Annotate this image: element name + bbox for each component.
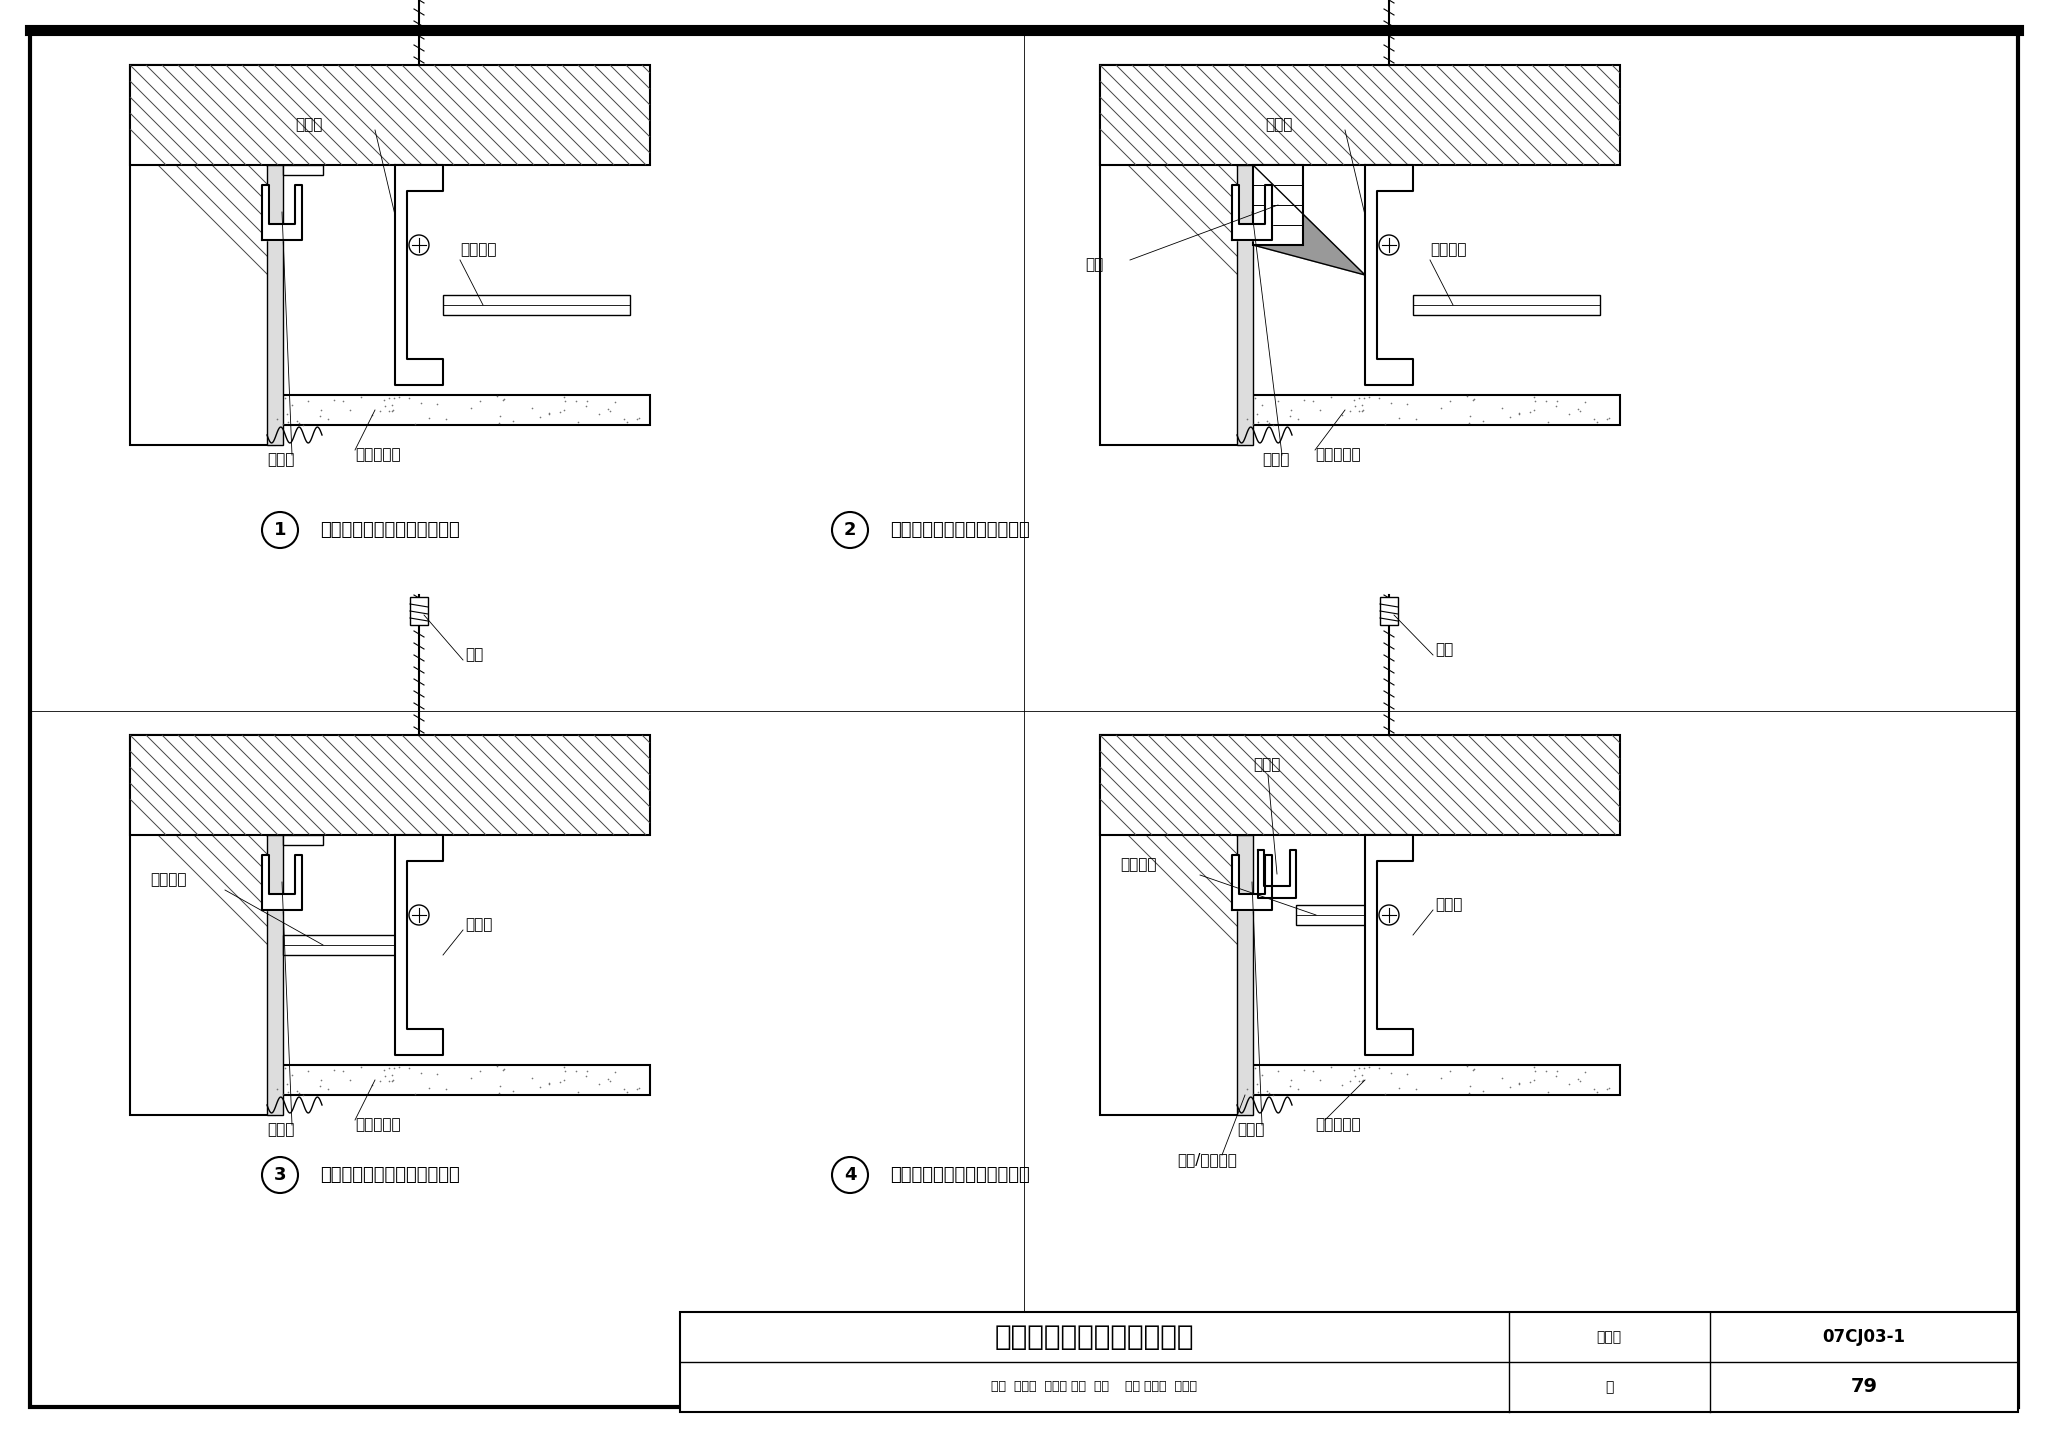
Bar	[1296, 906, 1366, 924]
Bar	[1100, 735, 1620, 835]
Text: 79: 79	[1851, 1377, 1878, 1396]
Polygon shape	[1233, 855, 1272, 910]
Text: 审核  赵庆辉  赵庆辉 校对  马征    设计 董占波  张比彼: 审核 赵庆辉 赵庆辉 校对 马征 设计 董占波 张比彼	[991, 1380, 1196, 1393]
Text: 纸面石膏板: 纸面石膏板	[1315, 447, 1360, 463]
Bar	[283, 835, 324, 845]
Circle shape	[262, 1156, 299, 1193]
Polygon shape	[262, 855, 301, 910]
Text: 次龙骨: 次龙骨	[1237, 1122, 1264, 1138]
Text: 吊件: 吊件	[465, 647, 483, 662]
Text: 纸面石膏板: 纸面石膏板	[354, 1118, 401, 1132]
Text: 次龙骨: 次龙骨	[266, 1122, 295, 1138]
Text: 吊件: 吊件	[1436, 643, 1454, 658]
Text: 射钉/膨胀螺栓: 射钉/膨胀螺栓	[1178, 1152, 1237, 1168]
Bar	[266, 835, 283, 1115]
Text: 吊顶石膏板靠墙缝构造做法: 吊顶石膏板靠墙缝构造做法	[993, 1322, 1194, 1351]
Polygon shape	[1366, 835, 1413, 1056]
Circle shape	[410, 906, 428, 924]
Bar	[129, 735, 649, 835]
Bar	[1245, 395, 1620, 425]
Circle shape	[831, 1156, 868, 1193]
Circle shape	[410, 235, 428, 255]
Bar	[266, 164, 283, 446]
Bar	[680, 1312, 2017, 1412]
Text: 次龙骨: 次龙骨	[1253, 757, 1280, 773]
Text: 横撑龙骨: 横撑龙骨	[150, 872, 186, 887]
Circle shape	[1378, 235, 1399, 255]
Polygon shape	[1253, 164, 1366, 275]
Text: 纸面石膏板: 纸面石膏板	[1315, 1118, 1360, 1132]
Polygon shape	[395, 835, 442, 1056]
Bar	[1237, 164, 1253, 446]
Text: 横撑龙骨: 横撑龙骨	[461, 242, 496, 258]
Bar	[410, 597, 428, 624]
Text: 3: 3	[274, 1167, 287, 1184]
Circle shape	[262, 512, 299, 548]
Text: 木枋: 木枋	[1085, 258, 1104, 273]
Text: 吊顶阴角处理（垂直主龙骨）: 吊顶阴角处理（垂直主龙骨）	[319, 521, 459, 539]
Text: 横撑龙骨: 横撑龙骨	[1120, 858, 1157, 872]
Bar	[1380, 597, 1399, 624]
Polygon shape	[1257, 849, 1296, 898]
Circle shape	[831, 512, 868, 548]
Bar	[274, 395, 649, 425]
Text: 2: 2	[844, 521, 856, 539]
Polygon shape	[395, 164, 442, 385]
Circle shape	[1378, 906, 1399, 924]
Text: 次龙骨: 次龙骨	[266, 453, 295, 467]
Bar	[1100, 735, 1245, 1115]
Bar	[283, 934, 395, 955]
Text: 页: 页	[1606, 1380, 1614, 1394]
Text: 07CJ03-1: 07CJ03-1	[1823, 1328, 1905, 1345]
Text: 主龙骨: 主龙骨	[1266, 117, 1292, 133]
Bar	[1413, 296, 1599, 314]
Text: 纸面石膏板: 纸面石膏板	[354, 447, 401, 463]
Bar	[1100, 65, 1620, 164]
Text: 横撑龙骨: 横撑龙骨	[1430, 242, 1466, 258]
Text: 吊顶阴角处理（垂直主龙骨）: 吊顶阴角处理（垂直主龙骨）	[891, 521, 1030, 539]
Polygon shape	[262, 185, 301, 239]
Bar	[129, 735, 274, 1115]
Text: 图集号: 图集号	[1597, 1330, 1622, 1344]
Text: 吊顶阴角处理（平行主龙骨）: 吊顶阴角处理（平行主龙骨）	[319, 1167, 459, 1184]
Bar	[1100, 65, 1245, 446]
Text: 主龙骨: 主龙骨	[295, 117, 322, 133]
Text: 吊顶阴角处理（平行主龙骨）: 吊顶阴角处理（平行主龙骨）	[891, 1167, 1030, 1184]
Bar	[274, 1066, 649, 1094]
Text: 主龙骨: 主龙骨	[465, 917, 492, 933]
Bar	[129, 65, 649, 164]
Bar	[1253, 164, 1303, 245]
Bar	[283, 164, 324, 174]
Bar	[442, 296, 631, 314]
Polygon shape	[1366, 164, 1413, 385]
Text: 次龙骨: 次龙骨	[1262, 453, 1290, 467]
Polygon shape	[1233, 185, 1272, 239]
Text: 4: 4	[844, 1167, 856, 1184]
Bar	[129, 65, 274, 446]
Bar	[1237, 835, 1253, 1115]
Text: 1: 1	[274, 521, 287, 539]
Bar	[1245, 1066, 1620, 1094]
Text: 主龙骨: 主龙骨	[1436, 897, 1462, 913]
